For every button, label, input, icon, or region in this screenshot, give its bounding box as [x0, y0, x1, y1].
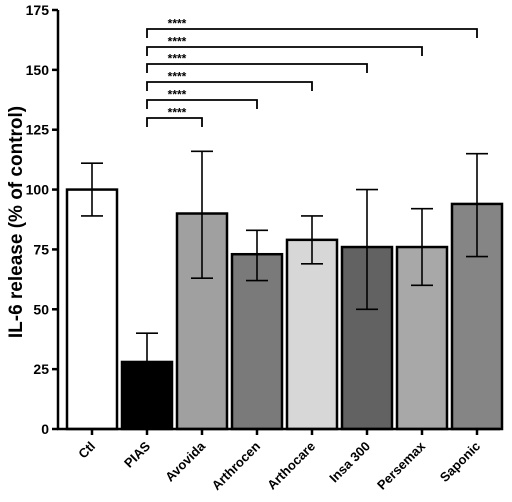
- significance-label: ****: [168, 35, 187, 49]
- significance-bracket: ****: [146, 35, 423, 56]
- x-tick-label: Ctl: [75, 439, 98, 462]
- error-bar-arthrocen: [246, 229, 268, 282]
- bars-layer: [65, 188, 504, 431]
- y-axis-label: IL-6 release (% of control): [6, 106, 27, 338]
- x-tick-label: Persemax: [374, 438, 429, 493]
- significance-label: ****: [168, 70, 187, 84]
- x-tick-label: PIAS: [121, 438, 153, 470]
- y-tick-label: 0: [41, 421, 49, 437]
- error-bar-pias: [136, 332, 158, 390]
- x-tick-label: Insa 300: [326, 439, 373, 486]
- y-tick-label: 150: [26, 62, 50, 78]
- error-bar-arthocare: [301, 215, 323, 265]
- bar-ctl: [65, 188, 119, 431]
- y-tick-label: 125: [26, 122, 50, 138]
- significance-label: ****: [168, 106, 187, 120]
- y-tick-label: 175: [26, 2, 50, 18]
- y-tick-label: 75: [33, 241, 49, 257]
- significance-bracket: ****: [146, 88, 258, 109]
- significance-bracket: ****: [146, 17, 478, 38]
- significance-label: ****: [168, 17, 187, 31]
- x-tick-label: Arthocare: [264, 439, 318, 493]
- error-bar-insa-300: [356, 188, 378, 311]
- y-tick-label: 25: [33, 361, 49, 377]
- error-bar-persemax: [411, 207, 433, 287]
- x-tick-label: Arthrocen: [209, 438, 264, 493]
- error-bar-avovida: [191, 150, 213, 279]
- significance-bracket: ****: [146, 70, 313, 91]
- error-bar-saponic: [466, 152, 488, 258]
- y-tick-label: 100: [26, 182, 50, 198]
- bar-arthocare: [285, 238, 339, 431]
- significance-bracket: ****: [146, 52, 368, 73]
- significance-label: ****: [168, 52, 187, 66]
- significance-bracket: ****: [146, 106, 203, 127]
- y-tick-label: 50: [33, 301, 49, 317]
- error-bars-layer: [81, 150, 488, 390]
- significance-label: ****: [168, 88, 187, 102]
- significance-layer: **** **** **** **** **** ****: [146, 17, 478, 127]
- error-bar-ctl: [81, 162, 103, 217]
- x-tick-label: Saponic: [437, 439, 483, 485]
- x-tick-label: Avovida: [162, 438, 209, 485]
- bar-insa-300: [340, 245, 394, 431]
